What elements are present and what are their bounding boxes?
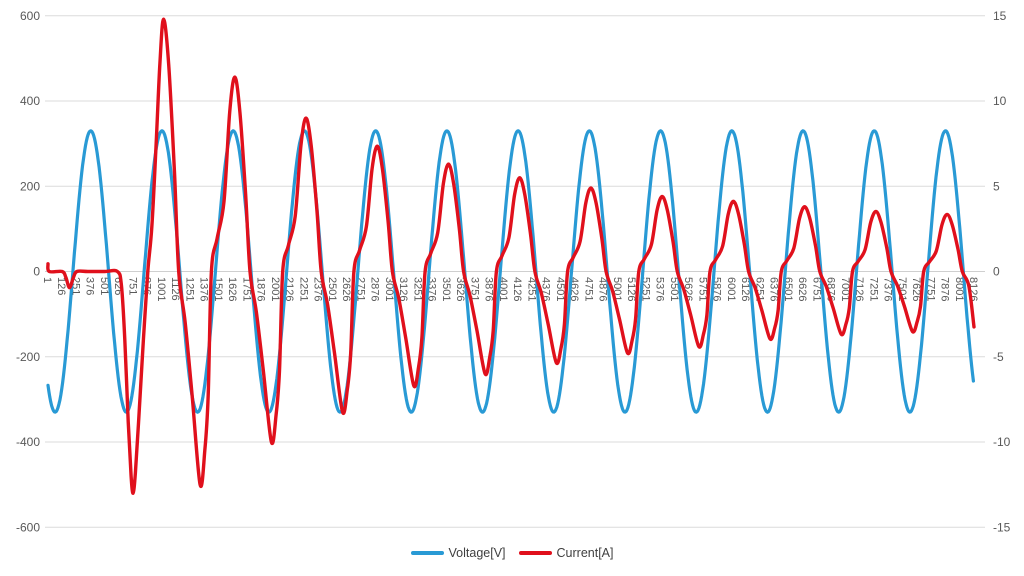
x-axis-label: 2626 xyxy=(340,277,352,301)
x-axis-label: 126 xyxy=(55,277,67,295)
y-axis-right-label: 10 xyxy=(993,94,1007,108)
x-axis-label: 3126 xyxy=(397,277,409,301)
x-axis-label: 7251 xyxy=(867,277,879,301)
y-axis-right-label: 15 xyxy=(993,9,1007,23)
x-axis-label: 2001 xyxy=(269,277,281,301)
x-axis-label: 7626 xyxy=(910,277,922,301)
legend-item-voltage[interactable]: Voltage[V] xyxy=(410,546,506,560)
y-axis-right-label: -15 xyxy=(993,520,1011,534)
voltage-line xyxy=(46,129,975,414)
x-axis-label: 5751 xyxy=(696,277,708,301)
x-axis-label: 4876 xyxy=(597,277,609,301)
x-axis-label: 5376 xyxy=(654,277,666,301)
current-line xyxy=(46,17,976,495)
x-axis-label: 2876 xyxy=(369,277,381,301)
x-axis-label: 4751 xyxy=(582,277,594,301)
legend: Voltage[V] Current[A] xyxy=(0,546,1024,560)
x-axis-label: 5501 xyxy=(668,277,680,301)
x-axis-label: 3626 xyxy=(454,277,466,301)
x-axis-label: 501 xyxy=(98,277,110,295)
legend-label-voltage: Voltage[V] xyxy=(448,546,506,560)
x-axis-label: 1876 xyxy=(255,277,267,301)
legend-label-current: Current[A] xyxy=(556,546,614,560)
x-axis-label: 5126 xyxy=(625,277,637,301)
x-axis-label: 3001 xyxy=(383,277,395,301)
y-axis-right-label: 5 xyxy=(993,179,1000,193)
current-swatch-icon xyxy=(518,551,552,555)
x-axis-label: 6626 xyxy=(796,277,808,301)
x-axis-label: 7001 xyxy=(839,277,851,301)
y-axis-left-label: -400 xyxy=(16,435,40,449)
y-axis-right-label: 0 xyxy=(993,265,1000,279)
voltage-swatch-icon xyxy=(410,551,444,555)
x-axis-label: 1 xyxy=(41,277,53,283)
x-axis-label: 1376 xyxy=(198,277,210,301)
x-axis-label: 2251 xyxy=(297,277,309,301)
x-axis-label: 376 xyxy=(84,277,96,295)
x-axis-label: 2376 xyxy=(312,277,324,301)
y-axis-left-label: 200 xyxy=(20,179,40,193)
x-axis-label: 4126 xyxy=(511,277,523,301)
x-axis-label: 7501 xyxy=(896,277,908,301)
y-axis-left-label: -600 xyxy=(16,520,40,534)
y-axis-right-label: -10 xyxy=(993,435,1011,449)
x-axis-label: 1626 xyxy=(226,277,238,301)
x-axis-label: 6751 xyxy=(810,277,822,301)
x-axis-label: 1751 xyxy=(240,277,252,301)
x-axis-label: 3501 xyxy=(440,277,452,301)
y-axis-right-label: -5 xyxy=(993,350,1004,364)
x-axis-label: 6001 xyxy=(725,277,737,301)
x-axis-label: 8001 xyxy=(953,277,965,301)
y-axis-left-label: 600 xyxy=(20,9,40,23)
x-axis-label: 2501 xyxy=(326,277,338,301)
x-axis-label: 4251 xyxy=(525,277,537,301)
x-axis-label: 1001 xyxy=(155,277,167,301)
y-axis-left-label: 400 xyxy=(20,94,40,108)
x-axis-label: 7376 xyxy=(882,277,894,301)
x-axis-label: 7876 xyxy=(939,277,951,301)
x-axis-label: 4501 xyxy=(554,277,566,301)
legend-item-current[interactable]: Current[A] xyxy=(518,546,614,560)
x-axis-label: 6126 xyxy=(739,277,751,301)
x-axis-label: 751 xyxy=(127,277,139,295)
y-axis-left-label: -200 xyxy=(16,350,40,364)
x-axis-label: 3876 xyxy=(483,277,495,301)
y-axis-left-label: 0 xyxy=(33,265,40,279)
x-axis-label: 1251 xyxy=(184,277,196,301)
x-axis-label: 6376 xyxy=(768,277,780,301)
x-axis-label: 3251 xyxy=(411,277,423,301)
